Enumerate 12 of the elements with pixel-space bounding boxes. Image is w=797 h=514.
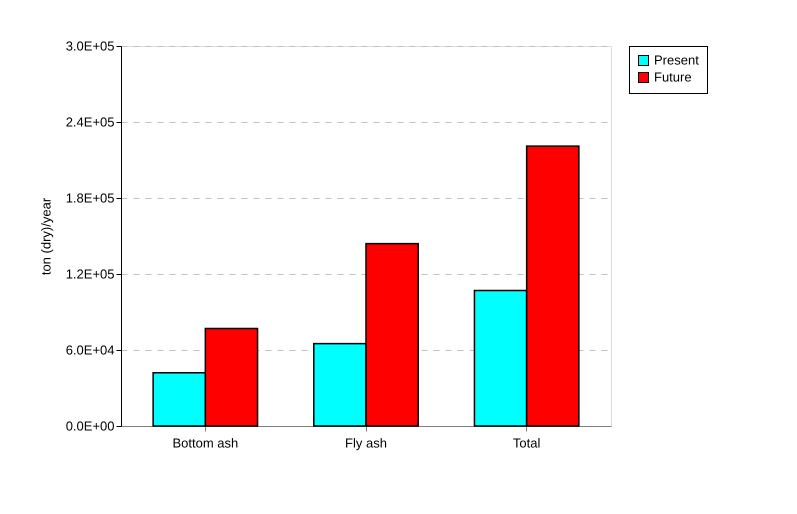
y-tick-label: 2.4E+05: [66, 114, 114, 130]
y-tick-label: 6.0E+04: [66, 342, 114, 358]
y-tick-label: 1.2E+05: [66, 266, 114, 282]
y-tick-label: 1.8E+05: [66, 190, 114, 206]
y-axis-title: ton (dry)/year: [38, 197, 54, 276]
x-tick-label: Total: [512, 436, 540, 450]
legend-label: Present: [654, 52, 700, 68]
y-tick-label: 0.0E+00: [66, 418, 114, 434]
x-tick-label: Bottom ash: [172, 436, 238, 450]
legend-label: Future: [654, 70, 692, 84]
y-tick-label: 3.0E+05: [66, 38, 114, 54]
x-tick-label: Fly ash: [345, 436, 387, 450]
